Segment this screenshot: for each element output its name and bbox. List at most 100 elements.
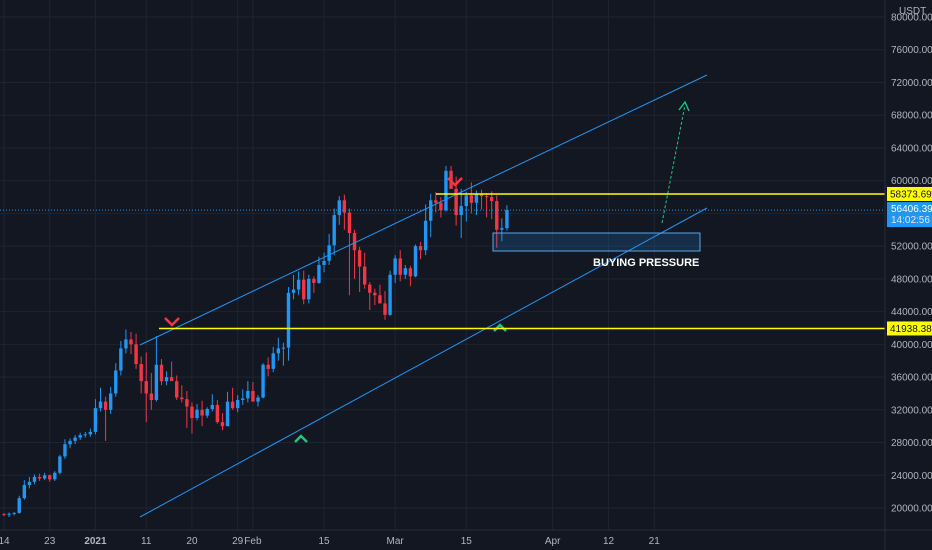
candle-body bbox=[246, 390, 250, 399]
candle-body bbox=[185, 399, 189, 407]
top-marker-icon bbox=[447, 177, 463, 187]
time-tick-label: Mar bbox=[387, 536, 405, 547]
candle-body bbox=[454, 188, 458, 216]
candle-body bbox=[2, 514, 6, 516]
candle-body bbox=[37, 476, 42, 479]
candle-body bbox=[266, 364, 270, 369]
candle-body bbox=[479, 193, 484, 197]
candlestick-series bbox=[2, 165, 509, 518]
candle-body bbox=[296, 279, 301, 290]
candle-body bbox=[464, 195, 468, 207]
candle-body bbox=[235, 399, 240, 409]
candle-body bbox=[63, 444, 67, 457]
candle-body bbox=[190, 406, 194, 418]
candle-body bbox=[241, 398, 245, 400]
top-marker-icon bbox=[164, 317, 180, 327]
level-price-tag bbox=[887, 186, 932, 201]
candle-body bbox=[58, 456, 62, 473]
candle-body bbox=[281, 347, 286, 349]
channel-lower-line[interactable] bbox=[139, 207, 708, 518]
price-tick-label: 64000.00 bbox=[891, 143, 932, 154]
bottom-marker-icon bbox=[294, 434, 308, 443]
candle-body bbox=[337, 200, 341, 216]
candle-body bbox=[256, 397, 260, 402]
candle-body bbox=[48, 475, 52, 480]
price-tick-label: 32000.00 bbox=[891, 405, 932, 416]
candle-body bbox=[195, 409, 199, 418]
candle-body bbox=[373, 292, 377, 296]
level-price-value: 58373.69 bbox=[890, 189, 932, 200]
candle-body bbox=[27, 481, 32, 486]
candle-body bbox=[12, 512, 16, 514]
projection-arrow-line[interactable] bbox=[661, 104, 686, 224]
buying-pressure-label: BUYING PRESSURE bbox=[593, 257, 699, 269]
price-tick-label: 72000.00 bbox=[891, 78, 932, 89]
candle-body bbox=[200, 409, 204, 416]
candle-body bbox=[144, 381, 148, 394]
candle-body bbox=[119, 348, 123, 371]
candle-body bbox=[495, 201, 499, 230]
candle-body bbox=[175, 381, 179, 398]
currency-label: USDT bbox=[899, 6, 926, 17]
candle-body bbox=[398, 258, 402, 275]
time-tick-label: 21 bbox=[649, 536, 661, 547]
candle-body bbox=[388, 274, 392, 315]
candle-body bbox=[500, 228, 504, 230]
candle-body bbox=[88, 431, 93, 435]
candle-body bbox=[180, 397, 184, 400]
candle-body bbox=[149, 393, 154, 400]
candle-body bbox=[7, 513, 11, 515]
candle-countdown: 14:02:56 bbox=[891, 215, 930, 226]
last-price-tag-box bbox=[887, 202, 932, 228]
candle-body bbox=[327, 245, 331, 261]
candle-body bbox=[22, 485, 27, 499]
candle-body bbox=[220, 422, 225, 427]
horizontal-levels: 58373.69 41938.38 bbox=[0, 186, 932, 336]
price-axis[interactable]: 20000.00 24000.00 28000.00 32000.00 36000.00… bbox=[884, 0, 932, 550]
candle-body bbox=[474, 193, 479, 203]
candle-body bbox=[418, 246, 423, 251]
candle-body bbox=[32, 476, 37, 482]
candle-body bbox=[215, 404, 220, 423]
price-tick-label: 40000.00 bbox=[891, 340, 932, 351]
last-price-value: 56406.39 bbox=[891, 204, 932, 215]
candle-body bbox=[134, 344, 138, 364]
time-axis[interactable]: 14 23 2021 11 20 29 Feb 15 Mar 15 Apr 12 21 bbox=[0, 529, 932, 547]
candle-body bbox=[114, 370, 118, 394]
candle-body bbox=[439, 202, 443, 211]
time-tick-label: Apr bbox=[545, 536, 561, 547]
candle-body bbox=[154, 364, 159, 400]
candle-body bbox=[93, 408, 98, 432]
candle-body bbox=[489, 197, 494, 202]
price-tick-label: 60000.00 bbox=[891, 176, 932, 187]
candle-body bbox=[124, 339, 128, 349]
candle-body bbox=[378, 295, 382, 304]
candle-body bbox=[129, 339, 133, 345]
candle-body bbox=[276, 348, 281, 354]
candle-body bbox=[83, 434, 87, 436]
buying-pressure-zone[interactable] bbox=[492, 232, 701, 252]
time-tick-label: 29 bbox=[232, 536, 244, 547]
candle-body bbox=[383, 303, 387, 315]
time-tick-label: 11 bbox=[141, 536, 152, 547]
price-tick-label: 48000.00 bbox=[891, 274, 932, 285]
candle-body bbox=[159, 364, 164, 382]
candle-body bbox=[68, 440, 72, 445]
candle-body bbox=[78, 435, 82, 438]
candle-body bbox=[484, 196, 489, 198]
candle-body bbox=[342, 200, 347, 213]
candle-body bbox=[322, 260, 326, 265]
candle-body bbox=[368, 284, 372, 293]
candle-body bbox=[17, 498, 21, 513]
candle-body bbox=[302, 279, 306, 300]
candle-body bbox=[251, 390, 255, 402]
time-tick-label: 15 bbox=[461, 536, 473, 547]
time-tick-label: 2021 bbox=[84, 536, 107, 547]
candle-body bbox=[505, 210, 509, 229]
candle-body bbox=[108, 393, 113, 410]
price-tick-label: 44000.00 bbox=[891, 307, 932, 318]
candle-body bbox=[230, 401, 235, 409]
level-price-tag bbox=[887, 321, 932, 336]
candle-body bbox=[53, 472, 57, 480]
